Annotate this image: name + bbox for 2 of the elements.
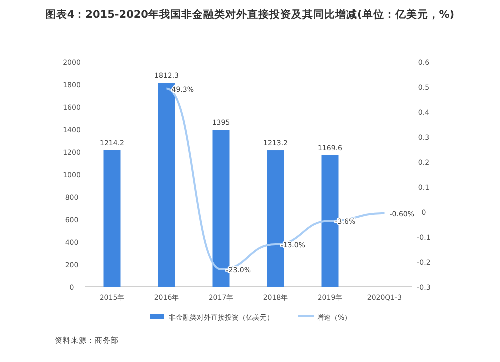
bar bbox=[104, 150, 121, 287]
chart-title: 图表4：2015-2020年我国非金融类对外直接投资及其同比增减(单位：亿美元，%) bbox=[45, 8, 455, 21]
